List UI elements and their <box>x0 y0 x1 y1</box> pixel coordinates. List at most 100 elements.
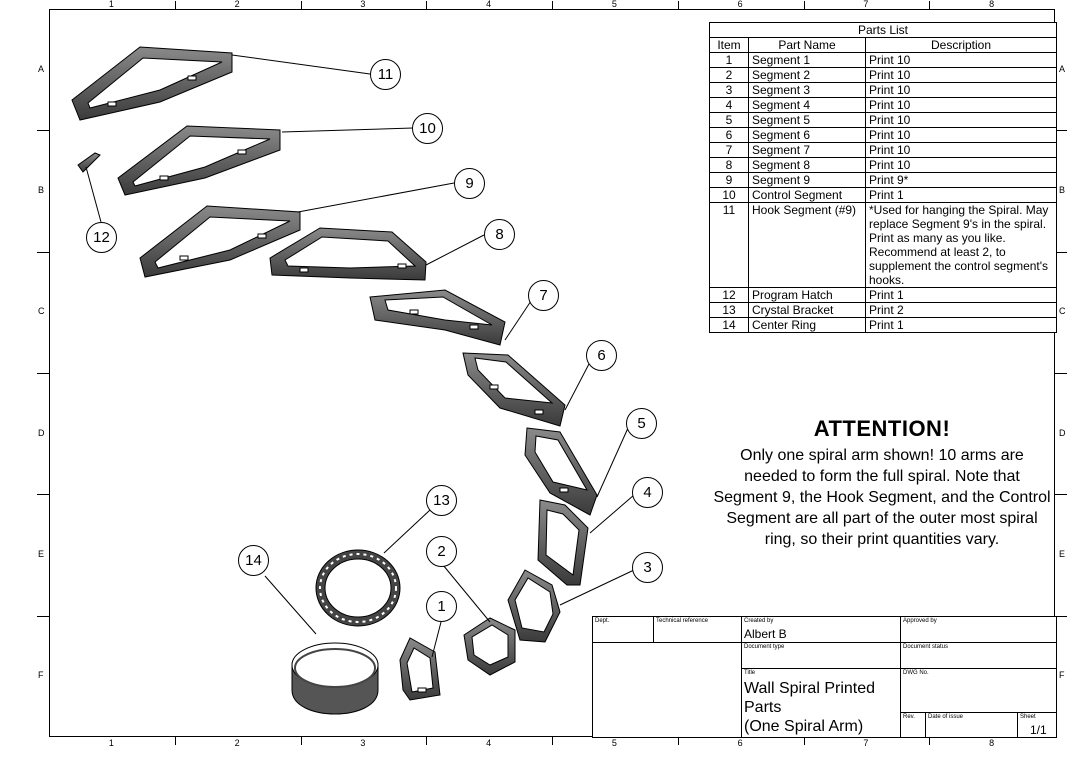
part-name: Segment 6 <box>748 127 866 143</box>
part-item-number: 8 <box>709 157 749 173</box>
callout-8: 8 <box>484 219 515 250</box>
part-name: Segment 3 <box>748 82 866 98</box>
zone-column-label: 1 <box>108 738 114 748</box>
callout-12: 12 <box>86 222 117 253</box>
zone-column-label: 7 <box>863 738 869 748</box>
rev-label: Rev. <box>903 714 915 720</box>
zone-row-label: E <box>38 549 45 559</box>
zone-column-label: 3 <box>360 0 366 9</box>
title-label: Title <box>744 670 756 676</box>
zone-row-label: D <box>1059 427 1066 438</box>
part-description: Print 10 <box>865 127 1057 143</box>
approved-by-label: Approved by <box>903 618 937 624</box>
callout-14: 14 <box>238 545 269 576</box>
part-item-number: 13 <box>709 302 749 318</box>
date-of-issue-label: Date of issue <box>928 714 964 720</box>
part-description: Print 10 <box>865 157 1057 173</box>
zone-column-label: 1 <box>108 0 114 9</box>
attention-title: ATTENTION! <box>813 416 951 441</box>
part-description: Print 10 <box>865 142 1057 158</box>
segment-1-part <box>399 637 441 701</box>
part-name: Segment 7 <box>748 142 866 158</box>
part-description: Print 1 <box>865 287 1057 303</box>
part-description: Print 10 <box>865 82 1057 98</box>
zone-column-label: 8 <box>989 738 995 748</box>
zone-column-label: 2 <box>234 0 240 9</box>
parts-list-row: 3 Segment 3 Print 10 <box>709 82 1057 98</box>
parts-list-row: 13 Crystal Bracket Print 2 <box>709 302 1057 318</box>
zone-row-label: A <box>38 63 45 74</box>
part-name: Segment 8 <box>748 157 866 173</box>
attention-note: ATTENTION! Only one spiral arm shown! 10… <box>712 416 1052 550</box>
callout-2: 2 <box>426 536 457 567</box>
zone-row-label: F <box>38 670 44 681</box>
part-name: Center Ring <box>748 317 866 333</box>
part-name: Segment 9 <box>748 172 866 188</box>
part-item-number: 1 <box>709 52 749 68</box>
parts-list-row: 10 Control Segment Print 1 <box>709 187 1057 203</box>
drawing-title-line-2: Parts <box>744 699 782 716</box>
part-description: Print 10 <box>865 52 1057 68</box>
callout-4: 4 <box>632 477 663 508</box>
callout-7: 7 <box>528 280 559 311</box>
segment-11-part <box>71 46 233 121</box>
zone-column-label: 4 <box>486 0 492 9</box>
segment-9-part <box>139 205 301 278</box>
sheet-value: 1/1 <box>1030 723 1047 737</box>
drawing-title-line-3: (One Spiral Arm) <box>744 718 864 735</box>
segment-4-part <box>537 499 589 586</box>
drawing-title: Wall Spiral Printed Parts (One Spiral Ar… <box>744 679 875 736</box>
part-item-number: 9 <box>709 172 749 188</box>
callout-10: 10 <box>412 113 443 144</box>
part-description: Print 2 <box>865 302 1057 318</box>
zone-column-label: 7 <box>863 0 869 9</box>
zone-row-label: D <box>38 427 45 438</box>
title-block: Dept. Technical reference Created by Alb… <box>592 616 1057 738</box>
zone-column-label: 5 <box>611 0 617 9</box>
doc-status-label: Document status <box>903 644 949 650</box>
parts-list-row: 1 Segment 1 Print 10 <box>709 52 1057 68</box>
header-item: Item <box>709 37 749 53</box>
sheet-label: Sheet <box>1020 714 1036 720</box>
created-by-label: Created by <box>744 618 774 624</box>
program-hatch-part <box>77 152 101 173</box>
segment-8-part <box>269 227 427 281</box>
zone-column-label: 6 <box>737 738 743 748</box>
doc-type-label: Document type <box>744 644 785 650</box>
parts-list-row: 6 Segment 6 Print 10 <box>709 127 1057 143</box>
zone-column-label: 2 <box>234 738 240 748</box>
tech-ref-label: Technical reference <box>656 618 709 624</box>
part-description: Print 9* <box>865 172 1057 188</box>
callout-9: 9 <box>454 168 485 199</box>
part-name: Segment 1 <box>748 52 866 68</box>
parts-list-row: 8 Segment 8 Print 10 <box>709 157 1057 173</box>
part-name: Segment 5 <box>748 112 866 128</box>
part-item-number: 2 <box>709 67 749 83</box>
crystal-bracket-part <box>315 549 401 627</box>
segment-5-part <box>524 427 598 516</box>
zone-row-label: E <box>1059 549 1066 559</box>
zone-column-label: 8 <box>989 0 995 9</box>
zone-column-label: 4 <box>486 738 492 748</box>
part-item-number: 4 <box>709 97 749 113</box>
parts-list-row: 14 Center Ring Print 1 <box>709 317 1057 333</box>
part-item-number: 11 <box>709 202 749 288</box>
callout-11: 11 <box>370 59 401 90</box>
segment-10-part <box>117 125 281 196</box>
parts-list-row: 11 Hook Segment (#9) *Used for hanging the… <box>709 202 1057 288</box>
zone-row-label: C <box>38 306 45 317</box>
drawing-border <box>49 9 1055 737</box>
callout-5: 5 <box>626 408 657 439</box>
part-description: Print 10 <box>865 97 1057 113</box>
zone-column-label: 6 <box>737 0 743 9</box>
segment-7-part <box>369 289 506 346</box>
created-by-value: Albert B <box>744 627 787 641</box>
part-description: *Used for hanging the Spiral. May replac… <box>865 202 1057 288</box>
segment-6-part <box>462 352 566 427</box>
zone-row-label: B <box>38 185 45 195</box>
segment-3-part <box>507 569 561 643</box>
attention-body: Only one spiral arm shown! 10 arms are n… <box>713 447 1051 548</box>
part-item-number: 10 <box>709 187 749 203</box>
